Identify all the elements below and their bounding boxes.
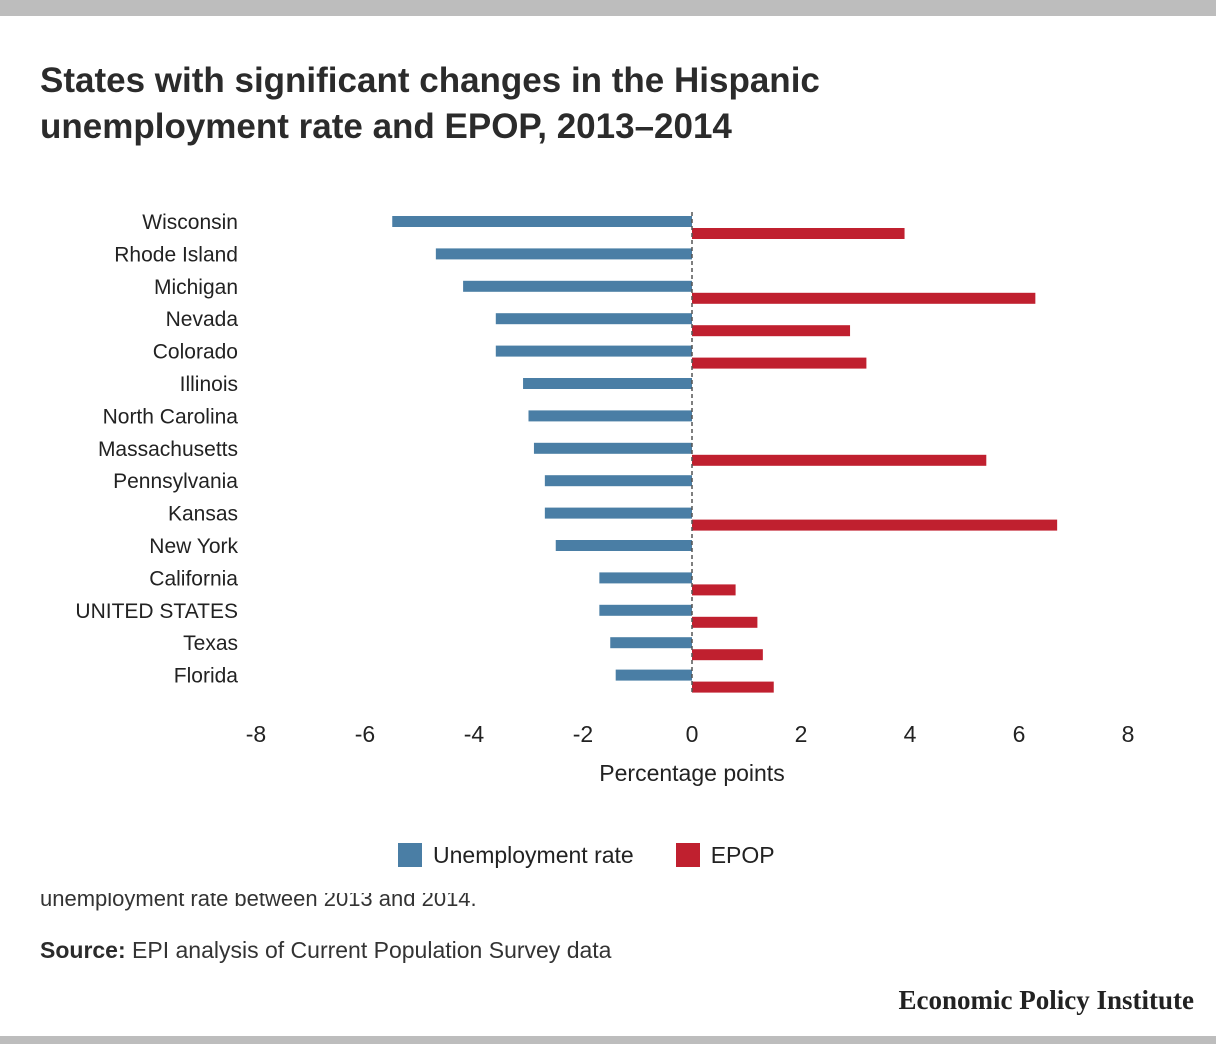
legend-swatch-epop (675, 843, 700, 867)
bar-unemployment (544, 475, 692, 487)
bottom-border (0, 1036, 1216, 1044)
bar-epop (692, 584, 736, 596)
category-label: Massachusetts (98, 438, 238, 461)
bar-unemployment (528, 410, 692, 422)
source-line: Source: EPI analysis of Current Populati… (40, 937, 611, 964)
x-tick-label: 0 (686, 721, 699, 747)
category-label: Pennsylvania (113, 470, 238, 493)
category-label: Wisconsin (142, 211, 238, 234)
bar-unemployment (523, 378, 692, 389)
bar-unemployment (392, 216, 692, 227)
category-label: Nevada (166, 308, 239, 331)
chart-area: Wisconsin Rhode Island Michigan Nevada Color… (75, 211, 1135, 786)
brand-logo-text: Economic Policy Institute (898, 985, 1194, 1015)
bar-epop (692, 616, 758, 628)
bar-unemployment (615, 669, 692, 681)
bar-epop (692, 519, 1058, 531)
category-label: Florida (174, 665, 239, 688)
bar-epop (692, 228, 905, 239)
bar-unemployment (533, 442, 692, 454)
bar-unemployment (463, 280, 692, 292)
source-label: Source: (40, 937, 126, 963)
bar-unemployment (610, 637, 692, 649)
bar-epop (692, 649, 763, 661)
bar-unemployment (555, 540, 692, 551)
bar-epop (692, 681, 774, 693)
category-label: North Carolina (103, 405, 239, 428)
bar-epop (692, 454, 987, 466)
category-label: Kansas (168, 503, 238, 526)
legend-swatch-unemployment (398, 843, 422, 867)
legend-label-epop: EPOP (710, 841, 775, 868)
x-tick-label: 2 (795, 721, 808, 747)
x-tick-label: 4 (904, 721, 917, 747)
bar-epop (692, 325, 851, 337)
x-tick-label: -4 (464, 721, 485, 747)
category-label: New York (149, 535, 238, 558)
bar-unemployment (435, 248, 692, 260)
x-tick-label: 6 (1013, 721, 1026, 747)
legend-item-epop: EPOP (675, 841, 775, 869)
bar-unemployment (495, 345, 692, 357)
category-label: California (149, 567, 238, 590)
x-axis-label: Percentage points (599, 760, 784, 786)
category-label: Illinois (180, 373, 238, 396)
x-tick-label: 8 (1122, 721, 1135, 747)
category-label: Colorado (153, 341, 238, 364)
category-label: Rhode Island (114, 243, 238, 266)
note-partial: unemployment rate between 2013 and 2014. (40, 893, 477, 911)
category-label: Michigan (154, 276, 238, 299)
category-label: UNITED STATES (75, 600, 238, 623)
bar-unemployment (599, 572, 692, 584)
bar-epop (692, 292, 1036, 304)
x-tick-label: -6 (355, 721, 375, 747)
bar-unemployment (544, 507, 692, 519)
top-border (0, 0, 1216, 16)
legend-item-unemployment: Unemployment rate (398, 842, 634, 869)
bar-unemployment (599, 604, 692, 616)
source-text: EPI analysis of Current Population Surve… (125, 937, 612, 963)
chart-title: States with significant changes in the H… (40, 61, 820, 146)
bar-unemployment (495, 313, 692, 325)
category-label: Texas (183, 632, 238, 655)
x-tick-label: -2 (573, 721, 593, 747)
legend-label-unemployment: Unemployment rate (433, 841, 634, 868)
x-tick-label: -8 (246, 721, 266, 747)
legend: Unemployment rate EPOP (398, 840, 817, 870)
bar-epop (692, 357, 867, 369)
